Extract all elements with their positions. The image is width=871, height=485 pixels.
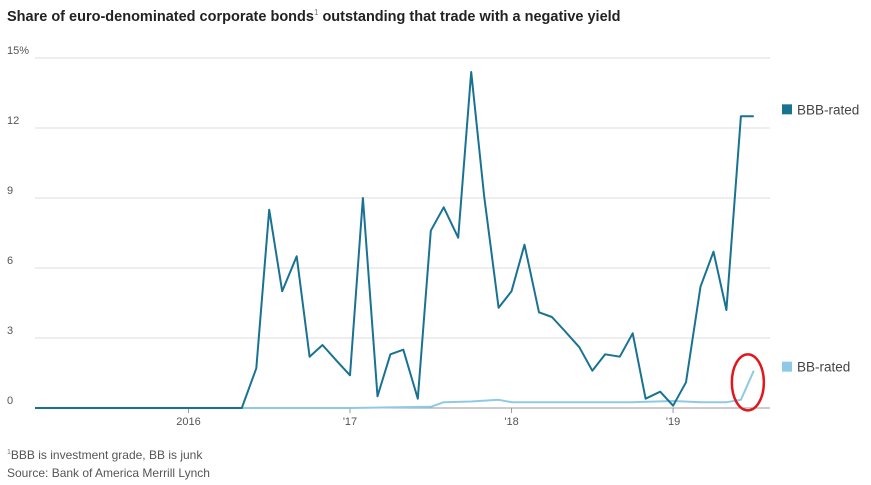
x-tick-label: '18 <box>504 416 518 428</box>
line-chart: 15% 12 9 6 3 0 2016 '17 '18 '19 BB-rated BBB-rated <box>7 45 859 428</box>
source-note: Source: Bank of America Merrill Lynch <box>7 466 210 480</box>
y-tick-label: 3 <box>7 325 13 337</box>
chart-notes: 1BBB is investment grade, BB is junk Sou… <box>7 444 210 482</box>
footnote: 1BBB is investment grade, BB is junk <box>7 444 210 464</box>
series-line-bbb <box>35 71 754 409</box>
y-tick-label: 15% <box>7 45 29 57</box>
footnote-marker: 1 <box>7 449 11 456</box>
y-tick-label: 12 <box>7 115 19 127</box>
footnote-text: BBB is investment grade, BB is junk <box>10 448 203 462</box>
legend-label: BBB-rated <box>797 102 859 117</box>
chart-title-text: Share of euro-denominated corporate bond… <box>7 8 314 25</box>
x-tick-label: '19 <box>666 416 680 428</box>
y-tick-label: 9 <box>7 185 13 197</box>
chart-title: Share of euro-denominated corporate bond… <box>7 8 621 25</box>
legend-label: BB-rated <box>797 360 850 375</box>
x-tick-label: '17 <box>343 416 357 428</box>
legend-swatch <box>782 104 792 115</box>
y-tick-label: 0 <box>7 395 13 407</box>
chart-title-suffix: outstanding that trade with a negative y… <box>322 8 621 25</box>
title-footnote-marker: 1 <box>313 8 319 17</box>
legend-swatch <box>782 361 792 372</box>
y-tick-label: 6 <box>7 255 13 267</box>
series-line-bb <box>35 370 755 409</box>
x-tick-label: 2016 <box>176 416 200 428</box>
highlight-circle <box>730 353 766 412</box>
